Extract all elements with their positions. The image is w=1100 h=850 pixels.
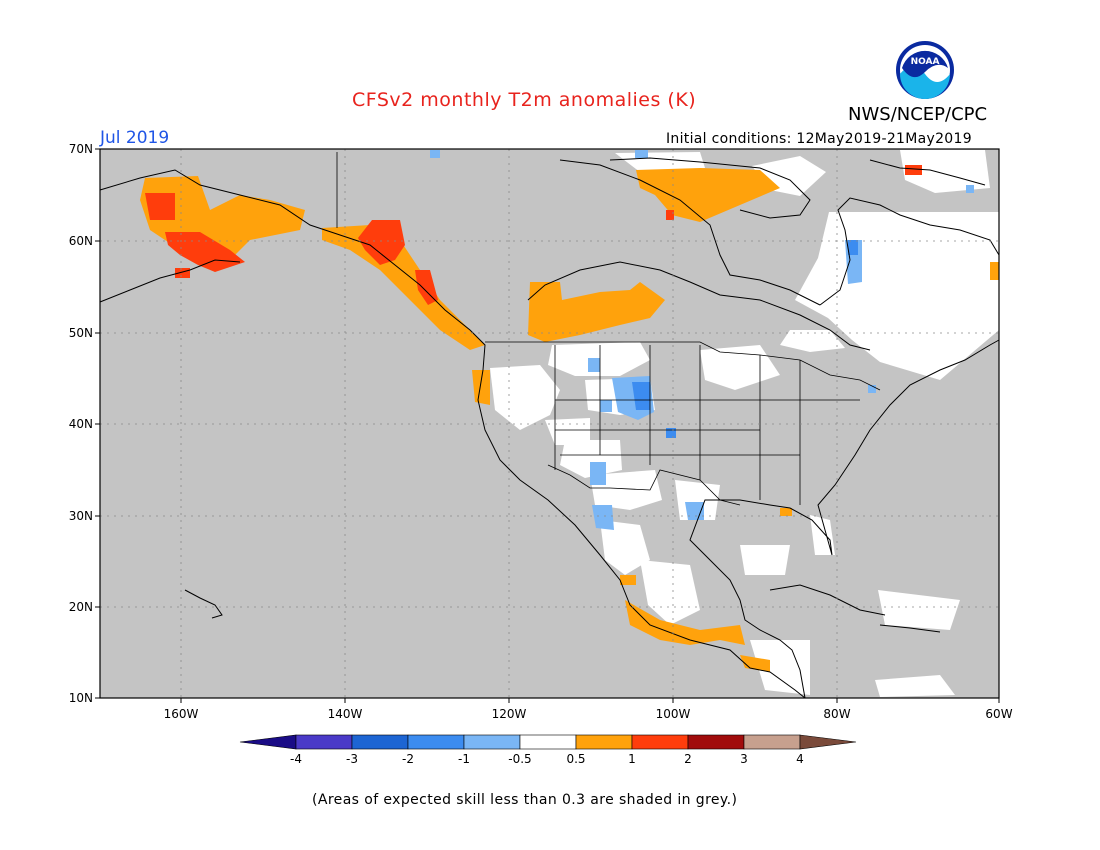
colorbar-box-6 [575,734,633,750]
skill-footnote: (Areas of expected skill less than 0.3 a… [312,792,738,808]
lat-label-20n: 20N [69,600,93,614]
coastlines [99,157,1000,699]
lat-label-40n: 40N [69,417,93,431]
colorbar-box-2 [351,734,409,750]
colorbar-box-1 [295,734,353,750]
logo-text: NOAA [911,57,940,67]
forecast-month: Jul 2019 [100,128,170,148]
colorbar-box-4 [463,734,521,750]
lat-label-50n: 50N [69,326,93,340]
colorbar-box-7 [631,734,689,750]
lon-label-140w: 140W [328,707,363,721]
axis-ticks [95,148,1000,703]
colorbar-label: 2 [684,752,692,766]
colorbar-arrow-high [799,734,857,750]
political-borders [336,152,881,506]
lon-label-160w: 160W [164,707,199,721]
colorbar-label: 3 [740,752,748,766]
hot-anomaly-patches [145,165,922,305]
colorbar: -4 -3 -2 -1 -0.5 0.5 1 2 3 4 [239,734,857,766]
colorbar-label: -4 [290,752,302,766]
lon-label-120w: 120W [492,707,527,721]
colorbar-box-3 [407,734,465,750]
colorbar-box-5 [519,734,577,750]
colorbar-label: -2 [402,752,414,766]
lat-label-10n: 10N [69,691,93,705]
noaa-logo: NOAA [896,41,954,99]
colorbar-label: -3 [346,752,358,766]
colorbar-label: -1 [458,752,470,766]
lat-label-30n: 30N [69,509,93,523]
lat-label-60n: 60N [69,234,93,248]
moderate-cool-patches [632,240,858,438]
agency-label: NWS/NCEP/CPC [848,104,988,125]
colorbar-label: 0.5 [566,752,585,766]
lon-label-80w: 80W [823,707,850,721]
colorbar-box-8 [687,734,745,750]
colorbar-box-9 [743,734,801,750]
lat-label-70n: 70N [69,142,93,156]
colorbar-label: 4 [796,752,804,766]
grid-lines [100,149,999,698]
lon-label-100w: 100W [656,707,691,721]
map-title: CFSv2 monthly T2m anomalies (K) [352,89,697,111]
colorbar-arrow-low [239,734,297,750]
lon-label-60w: 60W [985,707,1012,721]
colorbar-label: 1 [628,752,636,766]
colorbar-label: -0.5 [508,752,531,766]
initial-conditions: Initial conditions: 12May2019-21May2019 [666,131,972,147]
